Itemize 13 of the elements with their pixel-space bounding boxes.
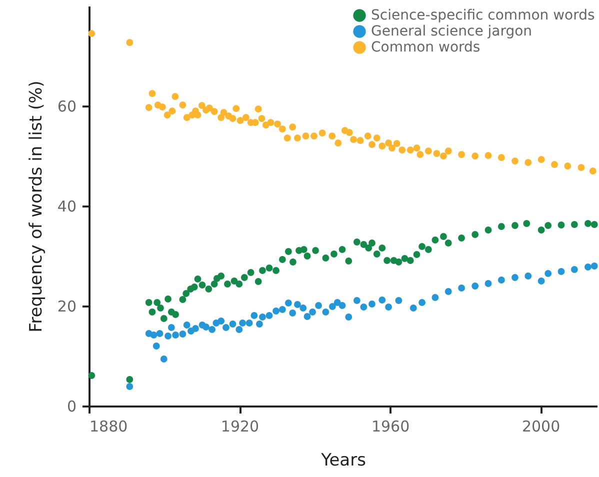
x-tick-label: 1960: [371, 418, 410, 436]
legend-label: Common words: [371, 40, 480, 56]
x-tick-label: 1880: [90, 418, 128, 436]
y-tick-label: 20: [57, 298, 76, 316]
x-tick-label: 1920: [220, 418, 260, 436]
y-axis-title: Frequency of words in list (%): [26, 80, 46, 332]
legend-label: General science jargon: [371, 24, 532, 40]
y-tick-label: 60: [57, 98, 76, 116]
x-axis-title: Years: [320, 450, 366, 470]
legend-label: Science-specific common words: [371, 8, 595, 24]
y-tick-label: 40: [57, 198, 76, 216]
y-tick-label: 0: [66, 398, 76, 416]
x-tick-label: 2000: [522, 418, 560, 436]
